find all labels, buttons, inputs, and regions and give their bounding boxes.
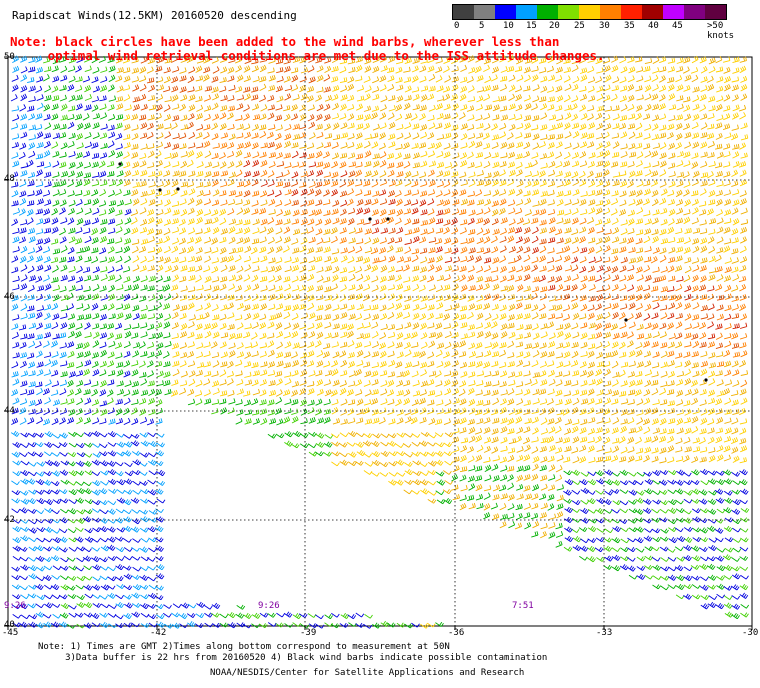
note-line-1: Note: black circles have been added to t… <box>10 34 560 49</box>
scale-swatch <box>474 5 495 19</box>
scale-swatch <box>705 5 726 19</box>
footer-line-2: 3)Data buffer is 22 hrs from 20160520 4)… <box>65 652 548 663</box>
scale-swatch <box>558 5 579 19</box>
scale-tick-label: 5 <box>479 21 485 31</box>
scale-swatch <box>621 5 642 19</box>
contamination-marker <box>118 162 122 166</box>
scale-swatch <box>516 5 537 19</box>
scale-tick-label: 40 <box>648 21 659 31</box>
footer-line-1: Note: 1) Times are GMT 2)Times along bot… <box>38 642 450 652</box>
scale-tick-label: 35 <box>624 21 635 31</box>
latitude-label: 50 <box>4 52 15 62</box>
footer-notes: Note: 1) Times are GMT 2)Times along bot… <box>38 642 547 663</box>
scale-tick-label: 30 <box>599 21 610 31</box>
wind-barb-group <box>132 55 740 350</box>
longitude-label: -36 <box>448 628 465 638</box>
note-line-2: optimal wind retrieval conditions are me… <box>47 48 605 63</box>
longitude-label: -30 <box>742 628 759 638</box>
scale-swatch <box>453 5 474 19</box>
scale-tick-label: 20 <box>549 21 560 31</box>
scale-swatch <box>684 5 705 19</box>
longitude-label: -42 <box>150 628 167 638</box>
wind-barb-group <box>43 55 750 629</box>
wind-barbs <box>10 54 750 629</box>
wind-barb-group <box>42 55 750 629</box>
longitude-label: -39 <box>300 628 317 638</box>
longitude-label: -33 <box>596 628 613 638</box>
wind-barb-group <box>243 150 748 340</box>
wind-speed-scale: 0 5 10 15 20 25 30 35 40 45 >50 knots <box>452 4 734 41</box>
scale-tick-label: 0 <box>454 21 460 31</box>
contamination-marker <box>386 217 390 221</box>
scale-tick-label: 45 <box>672 21 683 31</box>
scale-tick-label: 15 <box>526 21 537 31</box>
wind-barb-group <box>115 55 749 539</box>
contamination-marker <box>158 188 162 192</box>
contamination-marker <box>704 378 708 382</box>
scale-swatch <box>642 5 663 19</box>
contamination-marker <box>368 217 372 221</box>
scale-tick-labels: 0 5 10 15 20 25 30 35 40 45 >50 knots <box>452 20 734 41</box>
scale-tick-label: 25 <box>574 21 585 31</box>
wind-barb-group <box>122 54 749 629</box>
latitude-label: 44 <box>4 406 15 416</box>
scale-tick-label: 10 <box>503 21 514 31</box>
scale-tick-label: >50 knots <box>707 21 735 41</box>
scale-swatch <box>600 5 621 19</box>
map-title: Rapidscat Winds(12.5KM) 20160520 descend… <box>12 9 297 22</box>
latitude-label: 42 <box>4 515 15 525</box>
longitude-label: -45 <box>2 628 19 638</box>
color-scale-bar <box>452 4 727 20</box>
latitude-label: 48 <box>4 174 15 184</box>
scale-swatch <box>663 5 684 19</box>
latitude-label: 46 <box>4 292 15 302</box>
time-label: 9:26 <box>4 601 26 611</box>
scale-swatch <box>537 5 558 19</box>
scale-swatch <box>579 5 600 19</box>
credit-line: NOAA/NESDIS/Center for Satellite Applica… <box>210 668 525 678</box>
time-label: 9:26 <box>258 601 280 611</box>
contamination-marker <box>176 187 180 191</box>
wind-barb-group <box>202 94 748 388</box>
latitude-label: 40 <box>4 620 15 630</box>
wind-barb-group <box>10 55 205 629</box>
scale-swatch <box>495 5 516 19</box>
contamination-marker <box>624 318 628 322</box>
wind-barb-group <box>10 56 749 629</box>
attitude-note: Note: black circles have been added to t… <box>10 35 605 63</box>
time-label: 7:51 <box>512 601 534 611</box>
